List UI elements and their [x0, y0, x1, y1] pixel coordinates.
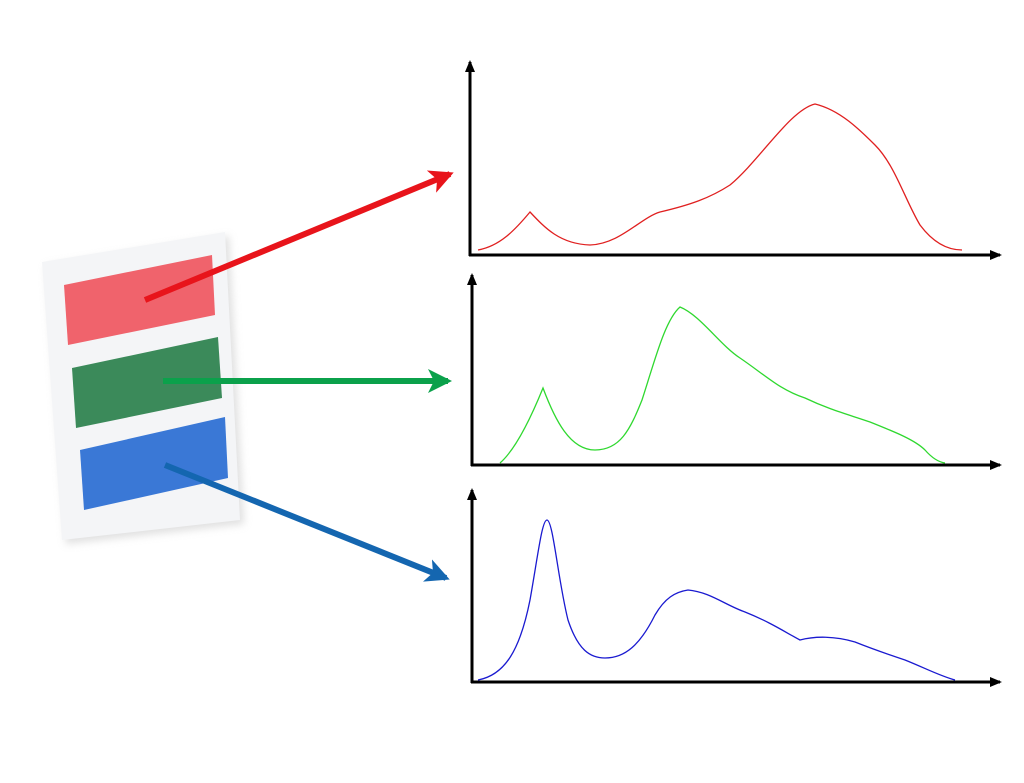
red-arrow — [143, 170, 454, 303]
green-patch — [72, 337, 222, 428]
red-patch — [64, 255, 215, 345]
green-curve — [499, 306, 946, 464]
blue-curve — [477, 519, 956, 681]
red-curve — [477, 103, 963, 251]
blue-patch — [80, 417, 228, 510]
color-card — [42, 232, 244, 544]
green-histogram — [467, 273, 1002, 470]
red-histogram — [465, 60, 1002, 260]
blue-histogram — [467, 488, 1002, 687]
blue-arrow — [163, 462, 450, 582]
